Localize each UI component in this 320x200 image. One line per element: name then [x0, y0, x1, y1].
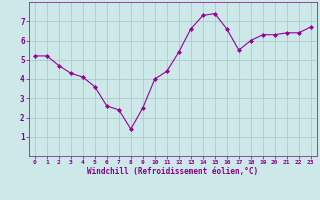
X-axis label: Windchill (Refroidissement éolien,°C): Windchill (Refroidissement éolien,°C): [87, 167, 258, 176]
